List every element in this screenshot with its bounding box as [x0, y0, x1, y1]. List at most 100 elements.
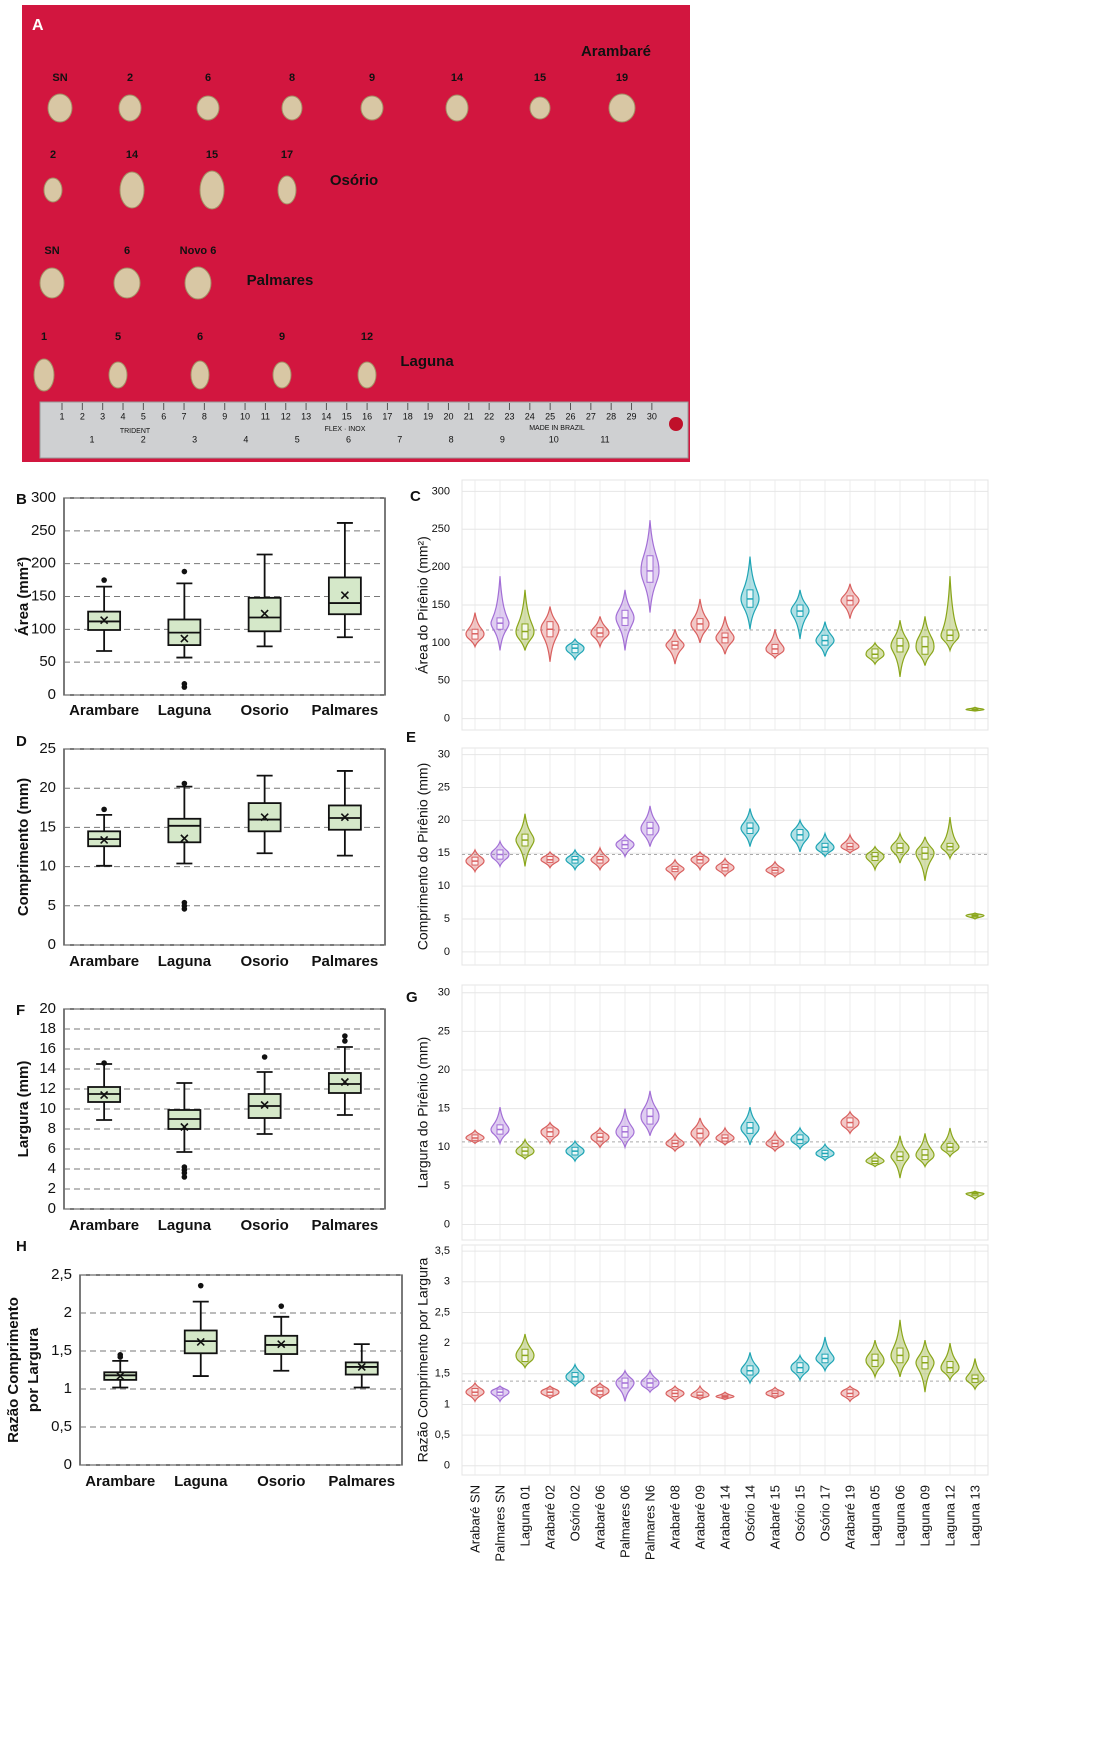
x-tick-label: Laguna 06 — [892, 1485, 907, 1546]
ruler-cm: 20 — [443, 411, 453, 421]
seed — [200, 171, 224, 209]
panel-label: C — [410, 488, 421, 505]
group-name: Osório — [330, 172, 378, 189]
seed-label: Novo 6 — [180, 245, 217, 257]
y-tick-label: 15 — [438, 847, 450, 859]
y-tick-label: 0 — [48, 1200, 56, 1217]
ruler-cm: 16 — [362, 411, 372, 421]
inner-box — [897, 638, 903, 652]
inner-box — [922, 637, 928, 654]
seed-label: SN — [52, 72, 67, 84]
group-name: Laguna — [400, 353, 454, 370]
y-axis-label: Razão Comprimento por Largura — [415, 1257, 431, 1462]
y-tick-label: 15 — [39, 818, 56, 835]
seed-label: 8 — [289, 72, 295, 84]
x-tick-label: Laguna 12 — [942, 1485, 957, 1546]
ruler-inch: 2 — [141, 434, 146, 444]
panel-label: A — [32, 17, 44, 34]
seed-label: 6 — [197, 331, 203, 343]
seed — [530, 97, 550, 119]
x-tick-label: Laguna 13 — [967, 1485, 982, 1546]
y-tick-label: 2 — [48, 1180, 56, 1197]
x-tick-label: Arabaré 08 — [667, 1485, 682, 1549]
ruler-cm: 21 — [464, 411, 474, 421]
inner-box — [647, 556, 653, 583]
y-tick-label: 1 — [64, 1380, 72, 1397]
ruler-inch: 1 — [89, 434, 94, 444]
x-tick-label: Palmares — [312, 1217, 379, 1234]
seed — [446, 95, 468, 121]
seed — [109, 362, 127, 388]
ruler-text: MADE IN BRAZIL — [529, 425, 585, 432]
outlier — [182, 1174, 188, 1180]
seed — [191, 361, 209, 389]
y-tick-label: 1,5 — [51, 1342, 72, 1359]
ruler-cm: 24 — [525, 411, 535, 421]
x-tick-label: Palmares 06 — [617, 1485, 632, 1558]
y-tick-label: 20 — [39, 1000, 56, 1017]
seed-label: SN — [44, 245, 59, 257]
seed-label: 6 — [124, 245, 130, 257]
y-axis-label: Largura do Pirênio (mm) — [415, 1037, 431, 1189]
seed — [120, 172, 144, 208]
x-tick-label: Arabaré 15 — [767, 1485, 782, 1549]
y-tick-label: 25 — [39, 740, 56, 757]
y-axis-label: Razão Comprimento — [5, 1297, 22, 1443]
seed-label: 2 — [50, 149, 56, 161]
seed-label: 9 — [279, 331, 285, 343]
y-tick-label: 30 — [438, 748, 450, 760]
y-tick-label: 10 — [438, 1141, 450, 1153]
x-tick-label: Osorio — [240, 1217, 288, 1234]
outlier — [101, 1060, 107, 1066]
seed-label: 15 — [534, 72, 546, 84]
seed — [40, 268, 64, 298]
y-axis-label: Área (mm²) — [15, 557, 32, 636]
ruler-cm: 8 — [202, 411, 207, 421]
seed — [273, 362, 291, 388]
ruler-cm: 13 — [301, 411, 311, 421]
x-tick-label: Palmares — [328, 1473, 395, 1490]
y-tick-label: 6 — [48, 1140, 56, 1157]
x-tick-label: Osório 14 — [742, 1485, 757, 1541]
y-tick-label: 20 — [438, 814, 450, 826]
outlier — [117, 1352, 123, 1358]
y-tick-label: 50 — [39, 653, 56, 670]
x-tick-label: Arabaré SN — [467, 1485, 482, 1553]
seed — [119, 95, 141, 121]
ruler-cm: 5 — [141, 411, 146, 421]
ruler-cm: 30 — [647, 411, 657, 421]
seed-label: 17 — [281, 149, 293, 161]
ruler-cm: 10 — [240, 411, 250, 421]
y-axis-label: Comprimento do Pirênio (mm) — [415, 763, 431, 951]
ruler-cm: 22 — [484, 411, 494, 421]
ruler-cm: 23 — [504, 411, 514, 421]
x-tick-label: Laguna — [158, 1217, 212, 1234]
y-tick-label: 50 — [438, 675, 450, 687]
y-tick-label: 25 — [438, 1025, 450, 1037]
ruler-cm: 25 — [545, 411, 555, 421]
seed — [609, 94, 635, 122]
panel-label: F — [16, 1002, 25, 1019]
y-tick-label: 0 — [48, 936, 56, 953]
y-tick-label: 20 — [438, 1064, 450, 1076]
y-tick-label: 10 — [39, 1100, 56, 1117]
outlier — [342, 1038, 348, 1044]
group-name: Arambaré — [581, 43, 651, 60]
y-tick-label: 0 — [444, 946, 450, 958]
y-tick-label: 200 — [432, 561, 450, 573]
ruler-cm: 28 — [606, 411, 616, 421]
seed — [361, 96, 383, 120]
ruler-cm: 9 — [222, 411, 227, 421]
panel-label: B — [16, 491, 27, 508]
seed-label: 9 — [369, 72, 375, 84]
y-axis-label: Área do Pirênio (mm²) — [415, 536, 431, 674]
panel-label: H — [16, 1238, 27, 1255]
y-tick-label: 150 — [31, 587, 56, 604]
x-tick-label: Arambare — [85, 1473, 155, 1490]
y-tick-label: 30 — [438, 987, 450, 999]
seed-label: 12 — [361, 331, 373, 343]
ruler-cm: 6 — [161, 411, 166, 421]
ruler-cm: 4 — [121, 411, 126, 421]
y-tick-label: 150 — [432, 599, 450, 611]
x-tick-label: Osorio — [240, 702, 288, 719]
